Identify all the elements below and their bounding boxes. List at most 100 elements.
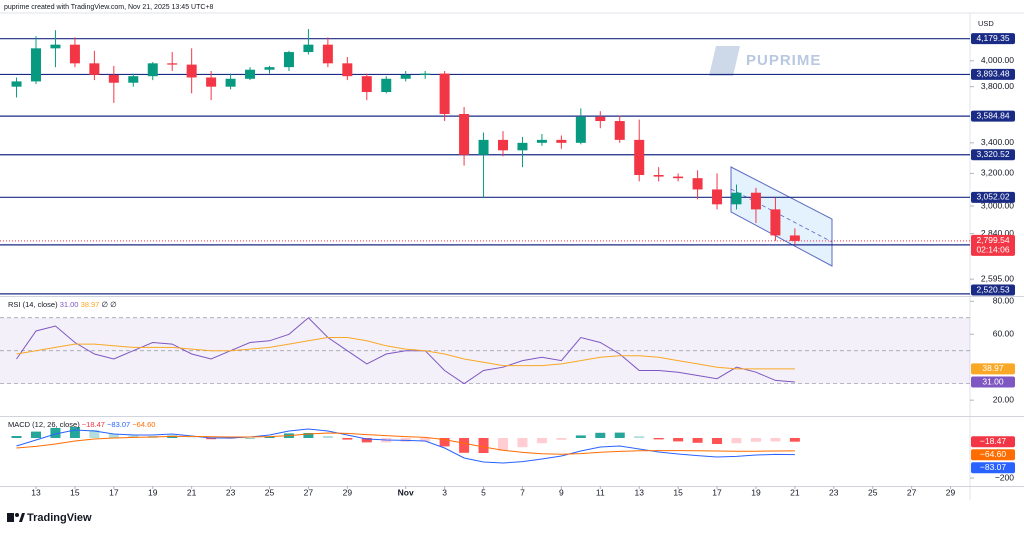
candle-body xyxy=(361,76,372,93)
attribution: puprime created with TradingView.com, No… xyxy=(4,4,214,11)
x-tick-label: 17 xyxy=(712,487,722,497)
x-tick-label: 13 xyxy=(634,487,644,497)
y-tick-label: 3,000.00 xyxy=(981,200,1014,210)
candle-body xyxy=(11,81,22,87)
candle-body xyxy=(400,74,411,79)
value-label: −18.47 xyxy=(980,436,1007,446)
candle-body xyxy=(322,44,333,64)
x-tick-label: 11 xyxy=(596,487,605,497)
level-label-box xyxy=(971,110,1015,122)
level-label: 3,320.52 xyxy=(976,149,1009,159)
x-tick-label: 21 xyxy=(187,487,197,497)
candle-body xyxy=(517,142,528,151)
x-tick-label: 27 xyxy=(304,487,314,497)
countdown: 02:14:06 xyxy=(976,245,1009,255)
series-line xyxy=(16,337,795,370)
candle-body xyxy=(673,176,684,179)
histogram-bar xyxy=(342,438,353,440)
x-tick-label: 15 xyxy=(70,487,80,497)
histogram-bar xyxy=(303,433,314,438)
candle-body xyxy=(147,63,158,77)
y-tick-label: 20.00 xyxy=(993,394,1015,404)
plot-area xyxy=(0,29,970,464)
level-label: 3,893.48 xyxy=(976,69,1009,79)
candle-body xyxy=(283,52,294,68)
legend-value: −18.47 xyxy=(82,420,105,429)
x-tick-label: 25 xyxy=(868,487,878,497)
candle-body xyxy=(575,116,586,143)
histogram-bar xyxy=(556,438,567,440)
candle-body xyxy=(420,73,431,75)
x-tick-label: 23 xyxy=(829,487,839,497)
candle-body xyxy=(69,44,80,64)
channel-midline xyxy=(730,188,833,243)
x-tick-label: 13 xyxy=(31,487,41,497)
x-tick-label: 19 xyxy=(751,487,761,497)
histogram-bar xyxy=(69,427,80,438)
x-tick-label: 19 xyxy=(148,487,158,497)
level-label-box xyxy=(971,33,1015,45)
legend-value: 38.97 xyxy=(81,300,100,309)
x-tick-label: 17 xyxy=(109,487,119,497)
histogram-bar xyxy=(517,438,528,448)
candle-body xyxy=(303,44,314,53)
candle-body xyxy=(731,192,742,205)
level-label: 2,520.53 xyxy=(976,284,1009,294)
candle-body xyxy=(89,63,100,75)
histogram-bar xyxy=(439,438,450,447)
level-label-box xyxy=(971,149,1015,161)
candle-body xyxy=(653,175,664,177)
histogram-bar xyxy=(245,438,256,439)
pane-title-text: MACD (12, 26, close) xyxy=(8,420,80,429)
y-tick-label: 3,800.00 xyxy=(981,81,1014,91)
last-price: 2,799.54 xyxy=(976,235,1009,245)
value-label-box xyxy=(971,436,1015,448)
value-label: −83.07 xyxy=(980,462,1007,472)
histogram-bar xyxy=(264,436,275,438)
histogram-bar xyxy=(789,438,800,442)
histogram-bar xyxy=(361,438,372,443)
candle-body xyxy=(770,209,781,236)
level-label-box xyxy=(971,191,1015,203)
candle-body xyxy=(712,189,723,205)
x-tick-label: 29 xyxy=(343,487,353,497)
title-suffix: ∅ ∅ xyxy=(101,300,116,309)
candle-body xyxy=(536,139,547,143)
candle-body xyxy=(108,74,119,83)
level-label-box xyxy=(971,284,1015,296)
histogram-bar xyxy=(459,438,470,453)
x-tick-label: 25 xyxy=(265,487,275,497)
x-tick-label: 27 xyxy=(907,487,917,497)
histogram-bar xyxy=(731,438,742,444)
histogram-bar xyxy=(712,438,723,444)
value-label-box xyxy=(971,376,1015,388)
value-label: −64.60 xyxy=(980,449,1007,459)
last-price-box xyxy=(971,234,1015,256)
value-label-box xyxy=(971,363,1015,375)
histogram-bar xyxy=(614,432,625,438)
histogram-bar xyxy=(128,435,139,438)
watermark: PUPRIME xyxy=(746,52,821,69)
y-tick-label: 80.00 xyxy=(993,296,1015,306)
candle-body xyxy=(206,77,217,87)
currency: USD xyxy=(978,19,994,28)
candle-body xyxy=(789,235,800,241)
candle-body xyxy=(439,73,450,114)
histogram-bar xyxy=(108,434,119,438)
legend-value: −83.07 xyxy=(107,420,130,429)
x-tick-label: 5 xyxy=(481,487,486,497)
level-label: 3,584.84 xyxy=(976,110,1009,120)
x-tick-label: 21 xyxy=(790,487,800,497)
series-line xyxy=(16,428,795,464)
y-tick-label: 4,000.00 xyxy=(981,55,1014,65)
x-tick-label: 15 xyxy=(673,487,683,497)
histogram-bar xyxy=(673,438,684,442)
y-tick-label: 2,840.00 xyxy=(981,228,1014,238)
value-label-box xyxy=(971,462,1015,474)
candle-body xyxy=(30,48,41,82)
histogram-bar xyxy=(497,438,508,451)
x-tick-label: 3 xyxy=(442,487,447,497)
histogram-bar xyxy=(30,431,41,438)
brand-name: TradingView xyxy=(27,512,92,524)
y-tick-label: 60.00 xyxy=(993,329,1015,339)
